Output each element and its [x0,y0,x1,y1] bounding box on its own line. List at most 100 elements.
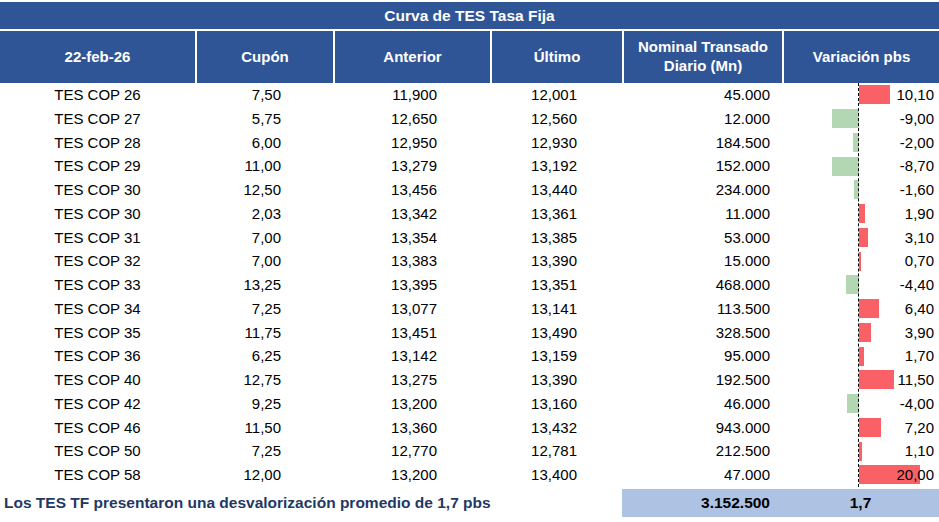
ultimo-value: 13,400 [490,463,622,487]
ultimo-value: 12,560 [490,107,622,131]
bond-name: TES COP 27 [0,107,195,131]
table-row: TES COP 34 7,25 13,077 13,141 113.500 6,… [0,297,939,321]
variacion-bar [859,418,881,437]
ultimo-value: 12,930 [490,131,622,155]
ultimo-value: 13,390 [490,249,622,273]
nominal-value: 328.500 [622,321,782,345]
cupon-value: 13,25 [195,273,333,297]
nominal-value: 212.500 [622,439,782,463]
variacion-bar [859,252,861,271]
nominal-value: 234.000 [622,178,782,202]
table-row: TES COP 33 13,25 13,395 13,351 468.000 -… [0,273,939,297]
variacion-bar [832,109,859,128]
bond-name: TES COP 30 [0,202,195,226]
variacion-cell: -8,70 [782,154,939,178]
ultimo-value: 13,390 [490,368,622,392]
table-row: TES COP 28 6,00 12,950 12,930 184.500 -2… [0,131,939,155]
variacion-bar [859,442,862,461]
ultimo-value: 13,440 [490,178,622,202]
variacion-value: -9,00 [900,107,934,131]
nominal-value: 46.000 [622,392,782,416]
variacion-value: -1,60 [900,178,934,202]
average-variacion-value: 1,7 [782,489,939,517]
variacion-cell: -9,00 [782,107,939,131]
cupon-value: 12,50 [195,178,333,202]
anterior-value: 13,279 [333,154,490,178]
variacion-bar [846,275,859,294]
col-header-anterior: Anterior [333,31,490,83]
variacion-bar [859,228,868,247]
cupon-value: 7,00 [195,226,333,250]
nominal-value: 192.500 [622,368,782,392]
ultimo-value: 13,432 [490,416,622,440]
variacion-cell: 1,70 [782,344,939,368]
nominal-value: 47.000 [622,463,782,487]
ultimo-value: 12,001 [490,83,622,107]
table-row: TES COP 27 5,75 12,650 12,560 12.000 -9,… [0,107,939,131]
anterior-value: 13,200 [333,392,490,416]
nominal-value: 12.000 [622,107,782,131]
nominal-value: 53.000 [622,226,782,250]
cupon-value: 5,75 [195,107,333,131]
table-row: TES COP 42 9,25 13,200 13,160 46.000 -4,… [0,392,939,416]
variacion-value: 20,00 [896,463,934,487]
ultimo-value: 13,351 [490,273,622,297]
table-row: TES COP 30 2,03 13,342 13,361 11.000 1,9… [0,202,939,226]
bond-name: TES COP 30 [0,178,195,202]
cupon-value: 11,00 [195,154,333,178]
anterior-value: 12,650 [333,107,490,131]
anterior-value: 13,077 [333,297,490,321]
table-row: TES COP 29 11,00 13,279 13,192 152.000 -… [0,154,939,178]
table-row: TES COP 32 7,00 13,383 13,390 15.000 0,7… [0,249,939,273]
table-row: TES COP 36 6,25 13,142 13,159 95.000 1,7… [0,344,939,368]
nominal-value: 95.000 [622,344,782,368]
cupon-value: 9,25 [195,392,333,416]
nominal-value: 184.500 [622,131,782,155]
col-header-cupon: Cupón [195,31,333,83]
nominal-value: 113.500 [622,297,782,321]
bond-name: TES COP 33 [0,273,195,297]
anterior-value: 12,950 [333,131,490,155]
ultimo-value: 13,490 [490,321,622,345]
nominal-value: 152.000 [622,154,782,178]
cupon-value: 7,25 [195,297,333,321]
anterior-value: 13,395 [333,273,490,297]
nominal-value: 943.000 [622,416,782,440]
ultimo-value: 13,361 [490,202,622,226]
variacion-bar [859,323,871,342]
bond-name: TES COP 46 [0,416,195,440]
anterior-value: 13,342 [333,202,490,226]
ultimo-value: 13,192 [490,154,622,178]
table-row: TES COP 58 12,00 13,200 13,400 47.000 20… [0,463,939,487]
anterior-value: 12,770 [333,439,490,463]
variacion-value: 11,50 [898,368,934,392]
ultimo-value: 12,781 [490,439,622,463]
variacion-value: -4,40 [900,273,934,297]
bond-name: TES COP 29 [0,154,195,178]
variacion-bar [859,85,890,104]
nominal-value: 45.000 [622,83,782,107]
cupon-value: 12,75 [195,368,333,392]
variacion-cell: 3,90 [782,321,939,345]
bond-name: TES COP 40 [0,368,195,392]
variacion-value: 10,10 [896,83,934,107]
anterior-value: 13,456 [333,178,490,202]
ultimo-value: 13,159 [490,344,622,368]
cupon-value: 6,25 [195,344,333,368]
variacion-value: -8,70 [900,154,934,178]
variacion-cell: -1,60 [782,178,939,202]
variacion-value: 6,40 [905,297,934,321]
ultimo-value: 13,160 [490,392,622,416]
bond-name: TES COP 58 [0,463,195,487]
table-row: TES COP 50 7,25 12,770 12,781 212.500 1,… [0,439,939,463]
bond-name: TES COP 50 [0,439,195,463]
cupon-value: 12,00 [195,463,333,487]
anterior-value: 13,360 [333,416,490,440]
col-header-date: 22-feb-26 [0,31,195,83]
table-row: TES COP 26 7,50 11,900 12,001 45.000 10,… [0,83,939,107]
table-header-row: 22-feb-26 Cupón Anterior Último Nominal … [0,31,939,83]
nominal-value: 11.000 [622,202,782,226]
bond-name: TES COP 26 [0,83,195,107]
bond-name: TES COP 42 [0,392,195,416]
variacion-value: 3,90 [905,321,934,345]
